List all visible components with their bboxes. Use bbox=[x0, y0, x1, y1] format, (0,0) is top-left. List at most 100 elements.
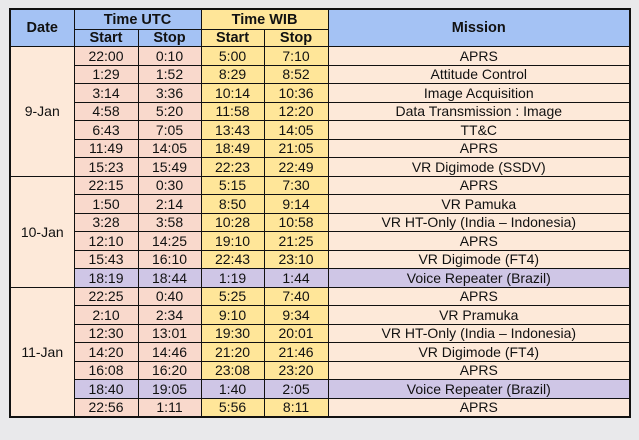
table-row: 22:56 1:11 5:56 8:11 APRS bbox=[10, 397, 631, 418]
wib-stop-cell: 8:11 bbox=[263, 397, 329, 418]
utc-start-cell: 22:00 bbox=[73, 46, 139, 66]
table-row: 1:29 1:52 8:29 8:52 Attitude Control bbox=[10, 64, 631, 84]
utc-stop-cell: 15:49 bbox=[137, 157, 202, 177]
mission-cell: APRS bbox=[327, 175, 631, 195]
utc-start-cell: 1:50 bbox=[73, 194, 139, 214]
utc-stop-cell: 18:44 bbox=[137, 268, 202, 288]
mission-cell: APRS bbox=[327, 46, 631, 66]
utc-stop-cell: 5:20 bbox=[137, 101, 202, 121]
wib-stop-cell: 8:52 bbox=[263, 64, 329, 84]
header-wib-start: Start bbox=[200, 29, 265, 47]
wib-stop-cell: 9:34 bbox=[263, 305, 329, 325]
wib-start-cell: 21:20 bbox=[200, 342, 265, 362]
utc-start-cell: 18:40 bbox=[73, 379, 139, 399]
table-row: 14:20 14:46 21:20 21:46 VR Digimode (FT4) bbox=[10, 342, 631, 362]
wib-start-cell: 18:49 bbox=[200, 138, 265, 158]
table-row: 10-Jan 22:15 0:30 5:15 7:30 APRS bbox=[9, 175, 631, 288]
wib-stop-cell: 10:58 bbox=[263, 212, 329, 232]
wib-stop-cell: 2:05 bbox=[263, 379, 329, 399]
utc-stop-cell: 14:05 bbox=[137, 138, 202, 158]
utc-start-cell: 18:19 bbox=[73, 268, 139, 288]
utc-start-cell: 22:56 bbox=[73, 397, 139, 418]
wib-stop-cell: 12:20 bbox=[263, 101, 329, 121]
wib-start-cell: 1:40 bbox=[200, 379, 265, 399]
utc-stop-cell: 19:05 bbox=[137, 379, 202, 399]
utc-stop-cell: 14:25 bbox=[137, 231, 202, 251]
header-mission: Mission bbox=[327, 8, 631, 47]
table-row: 3:28 3:58 10:28 10:58 VR HT-Only (India – In… bbox=[10, 212, 631, 232]
table-row: 4:58 5:20 11:58 12:20 Data Transmission : Im… bbox=[10, 101, 631, 121]
mission-cell: VR Pamuka bbox=[327, 194, 631, 214]
utc-stop-cell: 14:46 bbox=[137, 342, 202, 362]
wib-start-cell: 19:30 bbox=[200, 323, 265, 343]
mission-cell: VR Pramuka bbox=[327, 305, 631, 325]
utc-stop-cell: 1:11 bbox=[137, 397, 202, 418]
wib-start-cell: 8:29 bbox=[200, 64, 265, 84]
header-time-utc: Time UTC bbox=[73, 8, 202, 30]
utc-stop-cell: 3:36 bbox=[137, 83, 202, 103]
utc-start-cell: 11:49 bbox=[73, 138, 139, 158]
table-row: 18:19 18:44 1:19 1:44 Voice Repeater (Brazil… bbox=[10, 268, 631, 288]
mission-cell: Voice Repeater (Brazil) bbox=[327, 379, 631, 399]
wib-start-cell: 19:10 bbox=[200, 231, 265, 251]
utc-start-cell: 12:30 bbox=[73, 323, 139, 343]
utc-stop-cell: 16:10 bbox=[137, 249, 202, 269]
schedule-body: 9-Jan 22:00 0:10 5:00 7:10 APRS 1:29 1:52 8:29 8:… bbox=[9, 46, 631, 418]
mission-cell: TT&C bbox=[327, 120, 631, 140]
utc-start-cell: 22:15 bbox=[73, 175, 139, 195]
table-row: 6:43 7:05 13:43 14:05 TT&C bbox=[10, 120, 631, 140]
table-row: 12:30 13:01 19:30 20:01 VR HT-Only (India – … bbox=[10, 323, 631, 343]
mission-cell: Attitude Control bbox=[327, 64, 631, 84]
wib-stop-cell: 9:14 bbox=[263, 194, 329, 214]
mission-cell: Image Acquisition bbox=[327, 83, 631, 103]
utc-start-cell: 3:14 bbox=[73, 83, 139, 103]
utc-stop-cell: 16:20 bbox=[137, 360, 202, 380]
utc-start-cell: 2:10 bbox=[73, 305, 139, 325]
utc-stop-cell: 2:14 bbox=[137, 194, 202, 214]
utc-stop-cell: 0:30 bbox=[137, 175, 202, 195]
wib-start-cell: 5:15 bbox=[200, 175, 265, 195]
mission-cell: VR Digimode (FT4) bbox=[327, 342, 631, 362]
table-row: 18:40 19:05 1:40 2:05 Voice Repeater (Brazil… bbox=[10, 379, 631, 399]
wib-start-cell: 23:08 bbox=[200, 360, 265, 380]
wib-start-cell: 8:50 bbox=[200, 194, 265, 214]
wib-stop-cell: 7:40 bbox=[263, 286, 329, 306]
wib-start-cell: 22:43 bbox=[200, 249, 265, 269]
table-row: 3:14 3:36 10:14 10:36 Image Acquisition bbox=[10, 83, 631, 103]
header-time-wib: Time WIB bbox=[200, 8, 329, 30]
date-cell: 9-Jan bbox=[9, 46, 75, 177]
utc-stop-cell: 1:52 bbox=[137, 64, 202, 84]
utc-start-cell: 12:10 bbox=[73, 231, 139, 251]
wib-stop-cell: 7:10 bbox=[263, 46, 329, 66]
table-row: 2:10 2:34 9:10 9:34 VR Pramuka bbox=[10, 305, 631, 325]
header-date: Date bbox=[9, 8, 75, 47]
table-row: 15:23 15:49 22:23 22:49 VR Digimode (SSDV) bbox=[10, 157, 631, 177]
wib-stop-cell: 21:05 bbox=[263, 138, 329, 158]
header-utc-stop: Stop bbox=[137, 29, 202, 47]
mission-cell: VR HT-Only (India – Indonesia) bbox=[327, 323, 631, 343]
mission-cell: VR Digimode (FT4) bbox=[327, 249, 631, 269]
table-row: 1:50 2:14 8:50 9:14 VR Pamuka bbox=[10, 194, 631, 214]
mission-cell: Voice Repeater (Brazil) bbox=[327, 268, 631, 288]
mission-cell: Data Transmission : Image bbox=[327, 101, 631, 121]
utc-stop-cell: 0:10 bbox=[137, 46, 202, 66]
utc-start-cell: 22:25 bbox=[73, 286, 139, 306]
date-cell: 11-Jan bbox=[9, 286, 75, 418]
utc-stop-cell: 13:01 bbox=[137, 323, 202, 343]
utc-start-cell: 1:29 bbox=[73, 64, 139, 84]
utc-start-cell: 15:23 bbox=[73, 157, 139, 177]
wib-stop-cell: 21:46 bbox=[263, 342, 329, 362]
wib-start-cell: 11:58 bbox=[200, 101, 265, 121]
header-utc-start: Start bbox=[73, 29, 139, 47]
wib-start-cell: 5:56 bbox=[200, 397, 265, 418]
wib-start-cell: 13:43 bbox=[200, 120, 265, 140]
wib-stop-cell: 23:20 bbox=[263, 360, 329, 380]
table-row: 11:49 14:05 18:49 21:05 APRS bbox=[10, 138, 631, 158]
mission-cell: VR HT-Only (India – Indonesia) bbox=[327, 212, 631, 232]
mission-cell: APRS bbox=[327, 138, 631, 158]
wib-start-cell: 5:25 bbox=[200, 286, 265, 306]
utc-start-cell: 16:08 bbox=[73, 360, 139, 380]
utc-stop-cell: 7:05 bbox=[137, 120, 202, 140]
utc-stop-cell: 2:34 bbox=[137, 305, 202, 325]
utc-start-cell: 6:43 bbox=[73, 120, 139, 140]
